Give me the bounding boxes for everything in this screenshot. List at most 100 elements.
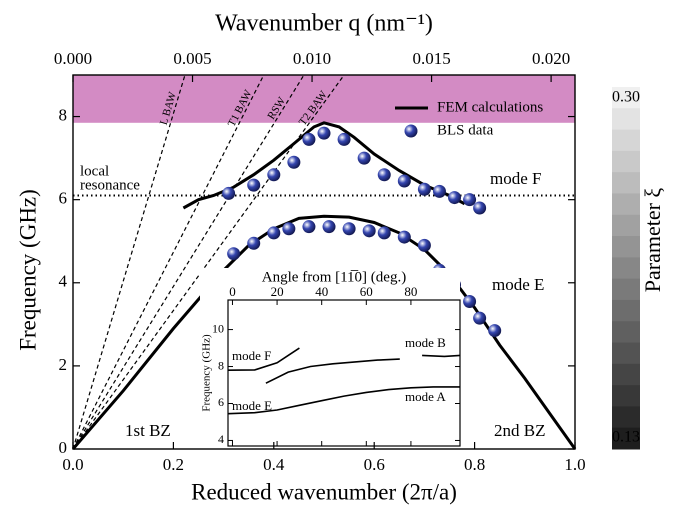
y-tick-label: 4 xyxy=(59,272,68,291)
inset-frame xyxy=(227,299,461,447)
colorbar-cell xyxy=(612,214,640,237)
y-tick-label: 0 xyxy=(59,438,68,457)
x-tick-label: 1.0 xyxy=(564,455,585,474)
bls-point xyxy=(417,182,431,196)
legend-marker xyxy=(404,124,418,138)
colorbar-cell xyxy=(612,342,640,365)
inset-x-tick-label: 0 xyxy=(229,284,236,299)
bls-point xyxy=(267,168,281,182)
bls-point xyxy=(397,230,411,244)
bls-point xyxy=(432,184,446,198)
inset-x-tick-label: 80 xyxy=(404,284,417,299)
plot-frame xyxy=(72,74,576,450)
bls-point xyxy=(377,226,391,240)
bls-point xyxy=(417,238,431,252)
colorbar-label: Parameter ξ xyxy=(640,188,665,293)
bls-point xyxy=(222,186,236,200)
y-axis-title: Frequency (GHz) xyxy=(15,189,40,351)
bls-point xyxy=(227,247,241,261)
bls-point xyxy=(287,155,301,169)
shaded-band xyxy=(73,75,575,123)
annotation: 2nd BZ xyxy=(494,421,545,440)
hline-label: resonance xyxy=(80,177,140,193)
x2-axis-title: Wavenumber q (nm⁻¹) xyxy=(215,11,433,37)
reference-line xyxy=(72,74,186,450)
inset-annotation: mode B xyxy=(405,335,446,350)
inset-x-label: Angle from [11̅0] (deg.) xyxy=(262,269,406,285)
colorbar-cell xyxy=(612,236,640,258)
inset-y-label: Frequency (GHz) xyxy=(201,334,213,412)
colorbar-cell xyxy=(612,150,640,173)
inset-curve xyxy=(228,347,300,371)
y-tick-label: 6 xyxy=(59,189,68,208)
colorbar-tick-label: 0.30 xyxy=(612,89,640,106)
bls-point xyxy=(488,324,502,338)
bls-point xyxy=(247,178,261,192)
colorbar-cell xyxy=(612,278,640,301)
inset-y-tick-label: 8 xyxy=(218,358,224,372)
x-tick-label: 0.0 xyxy=(62,455,83,474)
hline-label: local xyxy=(80,163,109,179)
colorbar-cell xyxy=(612,427,640,450)
bls-point xyxy=(397,174,411,188)
inset-annotation: mode F xyxy=(232,348,271,363)
colorbar-cell xyxy=(612,321,640,344)
inset-annotation: mode E xyxy=(232,398,272,413)
x-tick-label: 0.8 xyxy=(464,455,485,474)
inset-y-tick-label: 4 xyxy=(218,432,224,446)
colorbar-cell xyxy=(612,108,640,131)
inset-x-tick-label: 40 xyxy=(315,284,328,299)
annotation: mode E xyxy=(492,275,544,294)
x2-tick-label: 0.020 xyxy=(532,49,570,68)
inset-x-tick-label: 60 xyxy=(360,284,373,299)
inset-background xyxy=(200,268,460,446)
colorbar-cell xyxy=(612,257,640,280)
bls-point xyxy=(362,224,376,238)
inset-y-tick-label: 10 xyxy=(212,321,224,335)
inset-curve xyxy=(265,358,400,384)
x2-tick-label: 0.005 xyxy=(173,49,211,68)
bls-point xyxy=(247,236,261,250)
bls-point xyxy=(322,220,336,234)
reference-line xyxy=(72,74,305,450)
y-tick-label: 2 xyxy=(59,355,68,374)
x-tick-label: 0.2 xyxy=(163,455,184,474)
bls-point xyxy=(302,220,316,234)
bls-point xyxy=(342,222,356,236)
x2-tick-label: 0.015 xyxy=(412,49,450,68)
inset-curve xyxy=(422,354,460,358)
colorbar-cell xyxy=(612,129,640,152)
bls-point xyxy=(377,168,391,182)
bls-point xyxy=(337,132,351,146)
inset-y-tick-label: 6 xyxy=(218,395,224,409)
annotation: mode F xyxy=(490,169,541,188)
bls-point xyxy=(473,311,487,325)
colorbar-cell xyxy=(612,193,640,216)
bls-point xyxy=(463,193,477,207)
x-axis-title: Reduced wavenumber (2π/a) xyxy=(191,479,457,504)
x2-tick-label: 0.010 xyxy=(293,49,331,68)
x-tick-label: 0.4 xyxy=(263,455,285,474)
colorbar-cell xyxy=(612,385,640,407)
legend-label: FEM calculations xyxy=(437,99,543,115)
colorbar-cell xyxy=(612,406,640,429)
colorbar-cell xyxy=(612,299,640,322)
bls-point xyxy=(448,191,462,205)
colorbar-cell xyxy=(612,87,640,109)
x2-tick-label: 0.000 xyxy=(54,49,92,68)
bls-point xyxy=(302,132,316,146)
annotation: 1st BZ xyxy=(125,421,171,440)
x-tick-label: 0.6 xyxy=(364,455,385,474)
colorbar-cell xyxy=(612,363,640,386)
inset-x-tick-label: 20 xyxy=(271,284,284,299)
inset-curve xyxy=(228,386,460,415)
bls-point xyxy=(282,222,296,236)
bls-point xyxy=(317,126,331,140)
bls-point xyxy=(473,201,487,215)
bls-point xyxy=(267,226,281,240)
y-tick-label: 8 xyxy=(59,105,68,124)
inset-annotation: mode A xyxy=(405,389,446,404)
colorbar-tick-label: 0.13 xyxy=(612,429,640,446)
bls-point xyxy=(463,294,477,308)
